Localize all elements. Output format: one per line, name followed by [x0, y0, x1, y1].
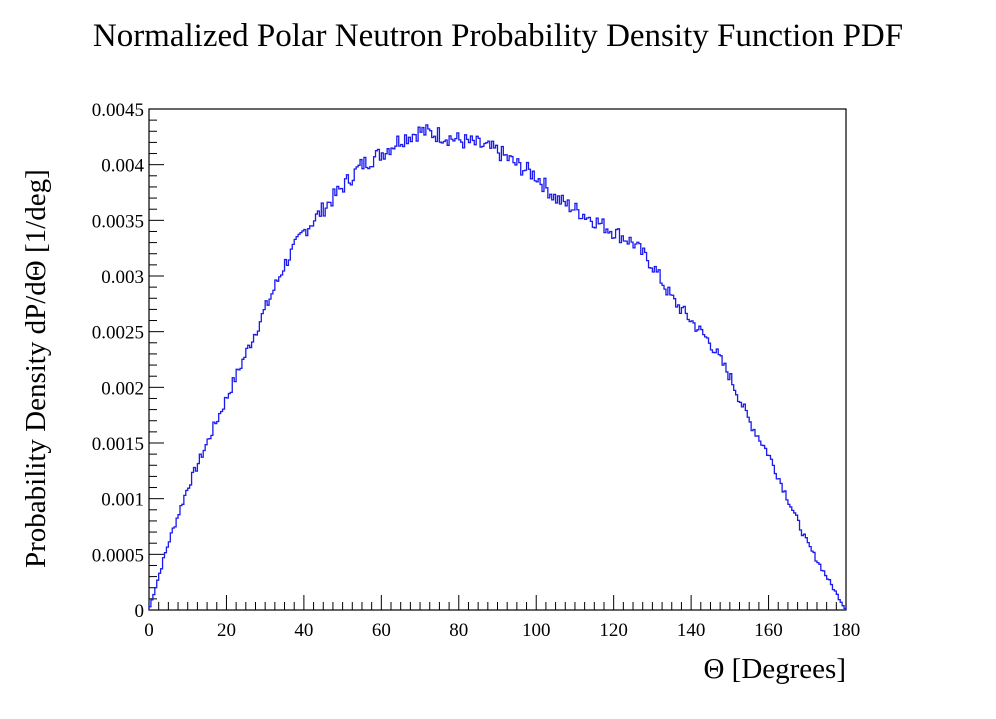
x-tick-label: 40 [294, 620, 313, 641]
x-tick-label: 60 [372, 620, 391, 641]
x-tick-label: 100 [522, 620, 551, 641]
y-tick-label: 0.0045 [92, 100, 144, 121]
y-tick-label: 0.0015 [92, 434, 144, 455]
y-tick-label: 0.0005 [92, 545, 144, 566]
x-tick-label: 0 [144, 620, 154, 641]
chart-title: Normalized Polar Neutron Probability Den… [92, 18, 904, 54]
y-tick-label: 0 [135, 601, 145, 622]
x-axis-title: Θ [Degrees] [703, 653, 846, 685]
x-tick-label: 20 [217, 620, 236, 641]
y-axis-title: Probability Density dP/dΘ [1/deg] [20, 169, 52, 568]
x-tick-label: 160 [754, 620, 783, 641]
y-tick-label: 0.003 [101, 267, 144, 288]
ticks-layer [148, 108, 847, 611]
y-tick-label: 0.001 [101, 490, 144, 511]
x-tick-label: 120 [599, 620, 628, 641]
plot-frame [148, 108, 847, 611]
y-tick-label: 0.002 [101, 378, 144, 399]
x-tick-label: 80 [449, 620, 468, 641]
y-tick-label: 0.004 [101, 156, 144, 177]
y-tick-label: 0.0025 [92, 323, 144, 344]
histogram-step-line [148, 124, 847, 610]
x-tick-label: 180 [832, 620, 861, 641]
tick-labels-layer: 0 20 40 60 80 100 120 140 160 180 0 0.0005 0.001 0.00… [92, 100, 861, 641]
y-tick-label: 0.0035 [92, 211, 144, 232]
x-tick-label: 140 [677, 620, 706, 641]
